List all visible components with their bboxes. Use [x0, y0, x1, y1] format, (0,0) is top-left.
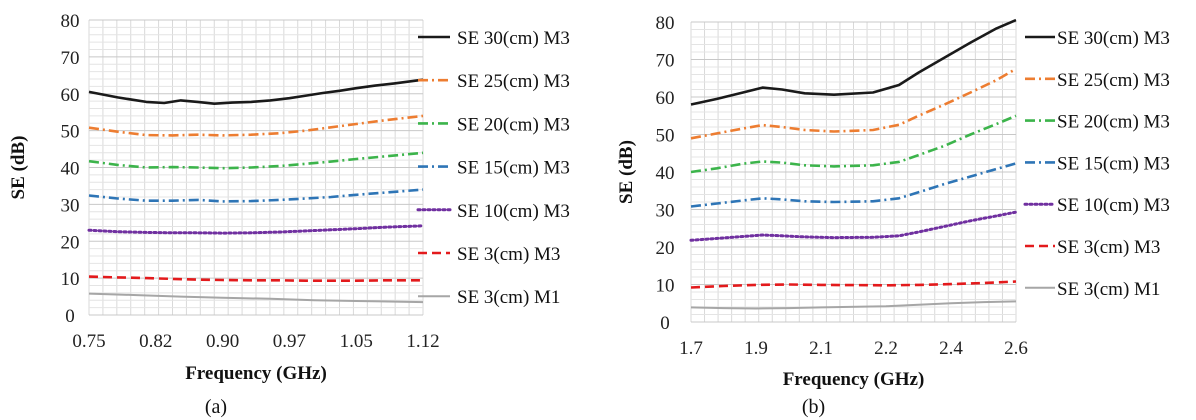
- series-line: [88, 188, 424, 203]
- legend-label: SE 30(cm) M3: [1057, 28, 1170, 49]
- legend-label: SE 10(cm) M3: [457, 201, 570, 222]
- y-tick-label: 20: [656, 238, 675, 259]
- series-line: [690, 280, 1017, 289]
- series-line: [87, 224, 425, 235]
- legend-label: SE 3(cm) M1: [457, 287, 560, 308]
- series-line: [88, 275, 423, 283]
- legend-label: SE 30(cm) M3: [457, 28, 570, 49]
- series-line: [690, 300, 1017, 310]
- series-line: [690, 67, 1017, 140]
- series-line: [88, 292, 424, 304]
- legend-label: SE 3(cm) M1: [1057, 279, 1160, 300]
- y-tick-label: 50: [61, 122, 80, 143]
- x-tick-label: 0.75: [72, 331, 105, 352]
- y-tick-label: 80: [656, 13, 675, 34]
- y-tick-label: 30: [61, 195, 80, 216]
- y-tick-label: 30: [656, 201, 675, 222]
- y-tick-label: 80: [61, 11, 80, 32]
- series-line: [88, 78, 424, 105]
- y-tick-label: 10: [61, 269, 80, 290]
- y-tick-label: 0: [65, 306, 75, 327]
- y-tick-label: 60: [656, 88, 675, 109]
- y-tick-label: 40: [656, 163, 675, 184]
- x-tick-label: 2.1: [809, 338, 833, 359]
- x-tick-label: 2.2: [874, 338, 898, 359]
- x-tick-label: 2.6: [1004, 338, 1028, 359]
- y-tick-label: 10: [656, 276, 675, 297]
- x-tick-label: 1.05: [340, 331, 373, 352]
- x-tick-label: 0.90: [206, 331, 239, 352]
- x-tick-label: 2.4: [939, 338, 963, 359]
- y-tick-label: 60: [61, 85, 80, 106]
- x-tick-label: 0.82: [139, 331, 172, 352]
- series-line: [690, 18, 1017, 106]
- legend-label: SE 3(cm) M3: [457, 244, 560, 265]
- legend-label: SE 25(cm) M3: [457, 71, 570, 92]
- legend-label: SE 15(cm) M3: [1057, 153, 1170, 174]
- series-line: [88, 151, 424, 170]
- y-tick-label: 20: [61, 232, 80, 253]
- series-line: [689, 210, 1018, 242]
- legend-label: SE 15(cm) M3: [457, 158, 570, 179]
- x-tick-label: 0.97: [273, 331, 306, 352]
- panel-label: (b): [802, 396, 825, 418]
- legend-label: SE 20(cm) M3: [457, 114, 570, 135]
- legend-label: SE 3(cm) M3: [1057, 237, 1160, 258]
- y-tick-label: 70: [656, 51, 675, 72]
- series-line: [88, 114, 424, 137]
- series-line: [690, 162, 1017, 208]
- x-tick-label: 1.12: [406, 331, 439, 352]
- y-tick-label: 50: [656, 126, 675, 147]
- y-tick-label: 40: [61, 159, 80, 180]
- x-axis-label: Frequency (GHz): [783, 369, 925, 390]
- x-tick-label: 1.9: [744, 338, 768, 359]
- legend-label: SE 10(cm) M3: [1057, 195, 1170, 216]
- y-tick-label: 70: [61, 48, 80, 69]
- legend-label: SE 25(cm) M3: [1057, 70, 1170, 91]
- y-axis-label: SE (dB): [616, 140, 637, 204]
- x-axis-label: Frequency (GHz): [185, 363, 327, 384]
- series-line: [690, 114, 1017, 174]
- panel-label: (a): [205, 396, 227, 418]
- x-tick-label: 1.7: [679, 338, 703, 359]
- y-tick-label: 0: [660, 313, 670, 334]
- legend-label: SE 20(cm) M3: [1057, 112, 1170, 133]
- y-axis-label: SE (dB): [8, 136, 29, 200]
